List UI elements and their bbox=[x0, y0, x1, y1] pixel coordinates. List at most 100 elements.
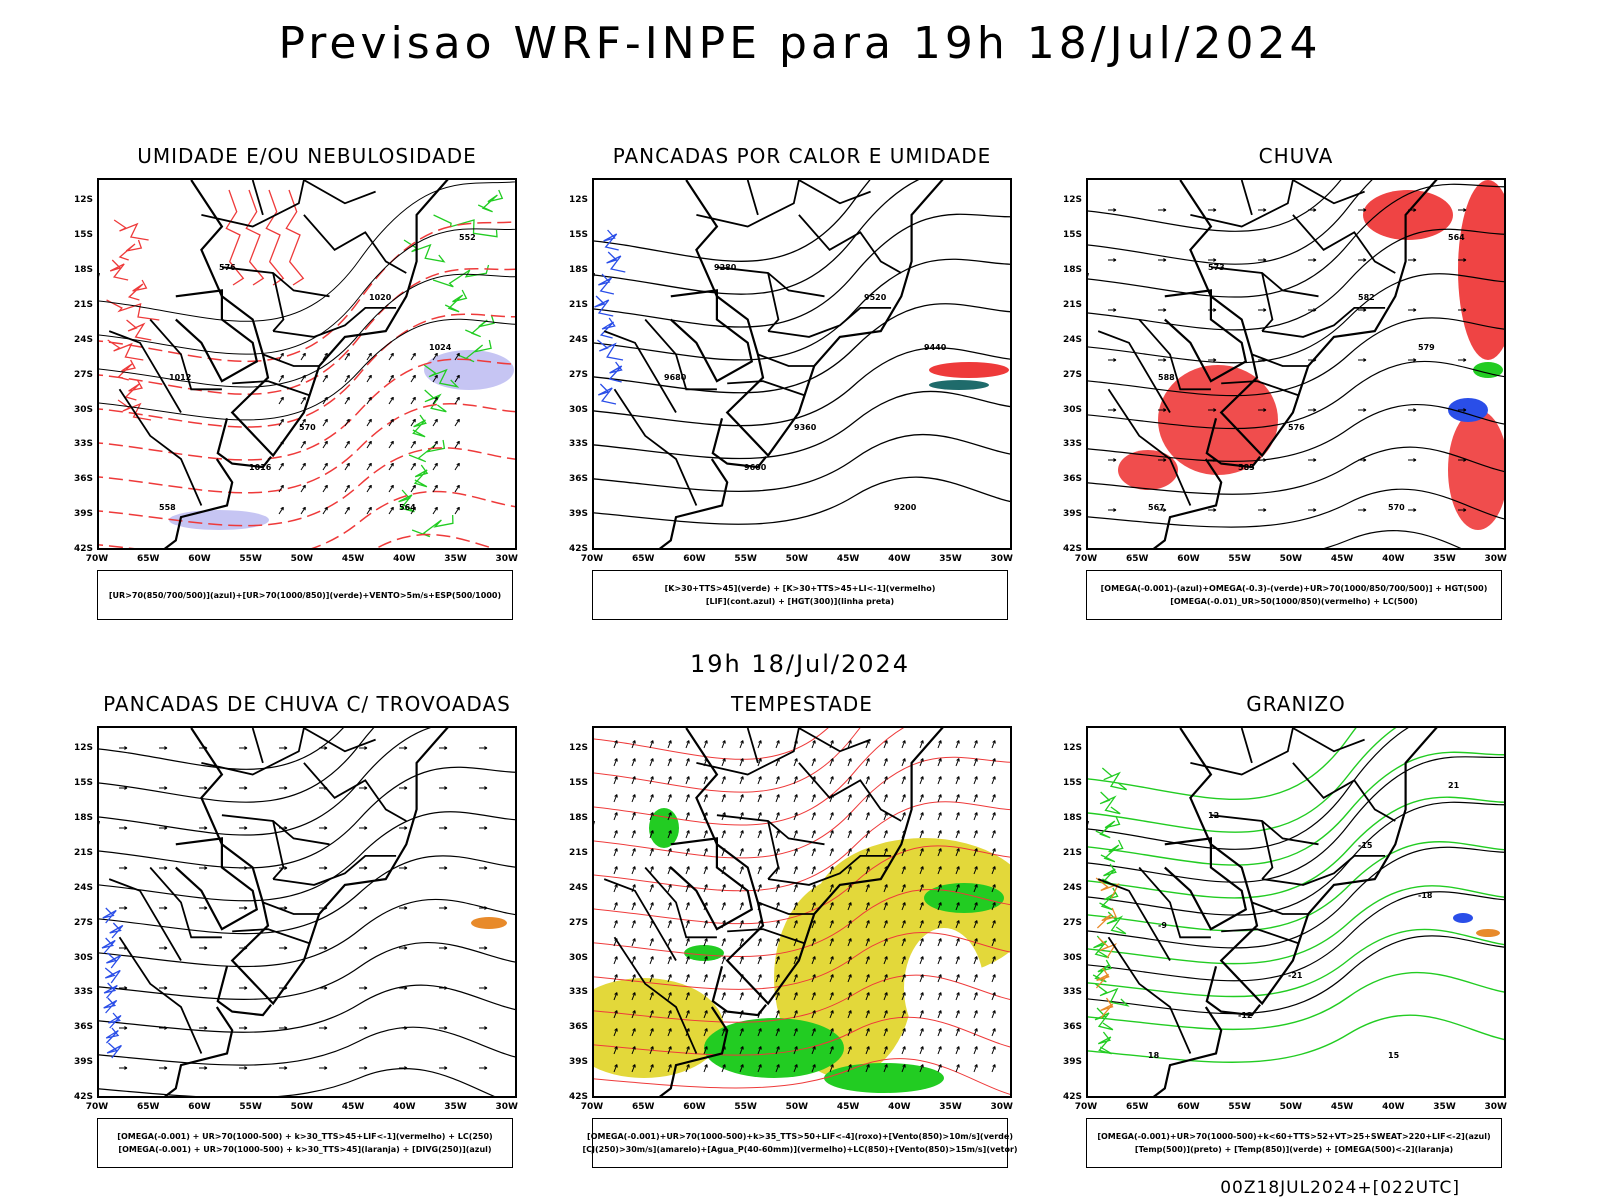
lon-tick-label: 55W bbox=[1225, 1102, 1255, 1112]
lat-tick-label: 36S bbox=[65, 474, 93, 484]
lon-tick-label: 50W bbox=[1276, 1102, 1306, 1112]
lon-tick-label: 50W bbox=[287, 1102, 317, 1112]
panel-legend: [OMEGA(-0.001) + UR>70(1000-500) + k>30_… bbox=[97, 1118, 513, 1168]
contour-label: -9 bbox=[1158, 921, 1167, 930]
lon-tick-label: 45W bbox=[338, 554, 368, 564]
lon-tick-label: 50W bbox=[1276, 554, 1306, 564]
lon-tick-label: 40W bbox=[389, 554, 419, 564]
contour-label: -15 bbox=[1358, 841, 1373, 850]
contour-label: -18 bbox=[1418, 891, 1433, 900]
panel-title: PANCADAS DE CHUVA C/ TROVOADAS bbox=[87, 692, 527, 716]
run-timestamp: 00Z18JUL2024+[022UTC] bbox=[1220, 1178, 1460, 1198]
contour-label: 9520 bbox=[864, 293, 887, 302]
forecast-time-title: 19h 18/Jul/2024 bbox=[0, 650, 1600, 678]
lon-tick-label: 35W bbox=[1430, 1102, 1460, 1112]
contour-label: -21 bbox=[1288, 971, 1303, 980]
main-title: Previsao WRF-INPE para 19h 18/Jul/2024 bbox=[0, 18, 1600, 69]
lat-tick-label: 30S bbox=[560, 953, 588, 963]
lat-tick-label: 30S bbox=[65, 953, 93, 963]
lat-tick-label: 36S bbox=[560, 1022, 588, 1032]
lon-tick-label: 35W bbox=[441, 554, 471, 564]
lon-tick-label: 55W bbox=[731, 1102, 761, 1112]
lat-tick-label: 33S bbox=[65, 987, 93, 997]
lon-tick-label: 45W bbox=[338, 1102, 368, 1112]
lat-tick-label: 42S bbox=[1054, 1092, 1082, 1102]
lat-tick-label: 12S bbox=[560, 195, 588, 205]
contour-label: 1020 bbox=[369, 293, 392, 302]
lon-tick-label: 45W bbox=[1327, 1102, 1357, 1112]
lon-tick-label: 35W bbox=[1430, 554, 1460, 564]
lon-tick-label: 55W bbox=[236, 1102, 266, 1112]
legend-line: [OMEGA(-0.001)+UR>70(1000-500)+k<60+TTS>… bbox=[1097, 1130, 1490, 1143]
forecast-map: 1012 1016 1020 1024 570 576 564 558 552 bbox=[97, 178, 517, 550]
lon-tick-label: 30W bbox=[1481, 1102, 1511, 1112]
lon-tick-label: 45W bbox=[833, 554, 863, 564]
map-graphics: 9680960095209440936092809200 bbox=[594, 180, 1012, 550]
lon-tick-label: 65W bbox=[133, 1102, 163, 1112]
lat-tick-label: 24S bbox=[560, 335, 588, 345]
panel-legend: [OMEGA(-0.001)+UR>70(1000-500)+k>35_TTS>… bbox=[592, 1118, 1008, 1168]
lat-tick-label: 42S bbox=[560, 1092, 588, 1102]
lat-tick-label: 18S bbox=[560, 813, 588, 823]
lat-tick-label: 15S bbox=[560, 778, 588, 788]
contour-label: 558 bbox=[159, 503, 176, 512]
lat-tick-label: 24S bbox=[65, 335, 93, 345]
lat-tick-label: 27S bbox=[560, 918, 588, 928]
lon-tick-label: 30W bbox=[987, 1102, 1017, 1112]
lon-tick-label: 45W bbox=[1327, 554, 1357, 564]
lat-tick-label: 36S bbox=[560, 474, 588, 484]
lon-tick-label: 40W bbox=[884, 554, 914, 564]
lon-tick-label: 30W bbox=[492, 1102, 522, 1112]
lon-tick-label: 60W bbox=[679, 554, 709, 564]
lat-tick-label: 36S bbox=[1054, 1022, 1082, 1032]
lon-tick-label: 35W bbox=[441, 1102, 471, 1112]
contour-label: 576 bbox=[1288, 423, 1305, 432]
forecast-map: -9 -12 -15 -18 -21 12 15 18 21 bbox=[1086, 726, 1506, 1098]
lat-tick-label: 24S bbox=[560, 883, 588, 893]
lon-tick-label: 65W bbox=[628, 1102, 658, 1112]
lat-tick-label: 42S bbox=[560, 544, 588, 554]
lat-tick-label: 24S bbox=[1054, 883, 1082, 893]
lon-tick-label: 50W bbox=[782, 1102, 812, 1112]
contour-label: 9440 bbox=[924, 343, 947, 352]
lon-tick-label: 60W bbox=[1173, 554, 1203, 564]
lat-tick-label: 33S bbox=[1054, 987, 1082, 997]
lat-tick-label: 39S bbox=[65, 1057, 93, 1067]
lat-tick-label: 42S bbox=[1054, 544, 1082, 554]
lon-tick-label: 70W bbox=[577, 1102, 607, 1112]
lat-tick-label: 39S bbox=[1054, 1057, 1082, 1067]
lat-tick-label: 33S bbox=[1054, 439, 1082, 449]
lat-tick-label: 21S bbox=[560, 300, 588, 310]
lat-tick-label: 21S bbox=[65, 300, 93, 310]
legend-line: [LIF](cont.azul) + [HGT(300)](linha pret… bbox=[706, 595, 894, 608]
lat-tick-label: 15S bbox=[1054, 230, 1082, 240]
legend-line: [OMEGA(-0.001) + UR>70(1000-500) + k>30_… bbox=[118, 1143, 491, 1156]
lon-tick-label: 35W bbox=[936, 1102, 966, 1112]
lon-tick-label: 30W bbox=[987, 554, 1017, 564]
lon-tick-label: 55W bbox=[731, 554, 761, 564]
lon-tick-label: 65W bbox=[628, 554, 658, 564]
lat-tick-label: 15S bbox=[65, 230, 93, 240]
contour-label: 582 bbox=[1358, 293, 1375, 302]
lat-tick-label: 18S bbox=[65, 265, 93, 275]
lat-tick-label: 18S bbox=[65, 813, 93, 823]
lat-tick-label: 18S bbox=[1054, 265, 1082, 275]
map-graphics bbox=[99, 728, 517, 1098]
contour-label: 588 bbox=[1158, 373, 1175, 382]
lon-tick-label: 65W bbox=[1122, 554, 1152, 564]
lat-tick-label: 21S bbox=[1054, 300, 1082, 310]
contour-label: 9200 bbox=[894, 503, 917, 512]
lat-tick-label: 12S bbox=[560, 743, 588, 753]
lon-tick-label: 70W bbox=[82, 1102, 112, 1112]
lon-tick-label: 55W bbox=[236, 554, 266, 564]
lat-tick-label: 21S bbox=[1054, 848, 1082, 858]
lat-tick-label: 42S bbox=[65, 1092, 93, 1102]
lon-tick-label: 30W bbox=[492, 554, 522, 564]
contour-label: 15 bbox=[1388, 1051, 1400, 1060]
lat-tick-label: 12S bbox=[65, 743, 93, 753]
lat-tick-label: 39S bbox=[560, 509, 588, 519]
map-graphics: -9-12-15-18-2112151821 bbox=[1088, 728, 1506, 1098]
legend-line: [UR>70(850/700/500)](azul)+[UR>70(1000/8… bbox=[109, 589, 501, 602]
lon-tick-label: 70W bbox=[577, 554, 607, 564]
panel-title: CHUVA bbox=[1076, 144, 1516, 168]
